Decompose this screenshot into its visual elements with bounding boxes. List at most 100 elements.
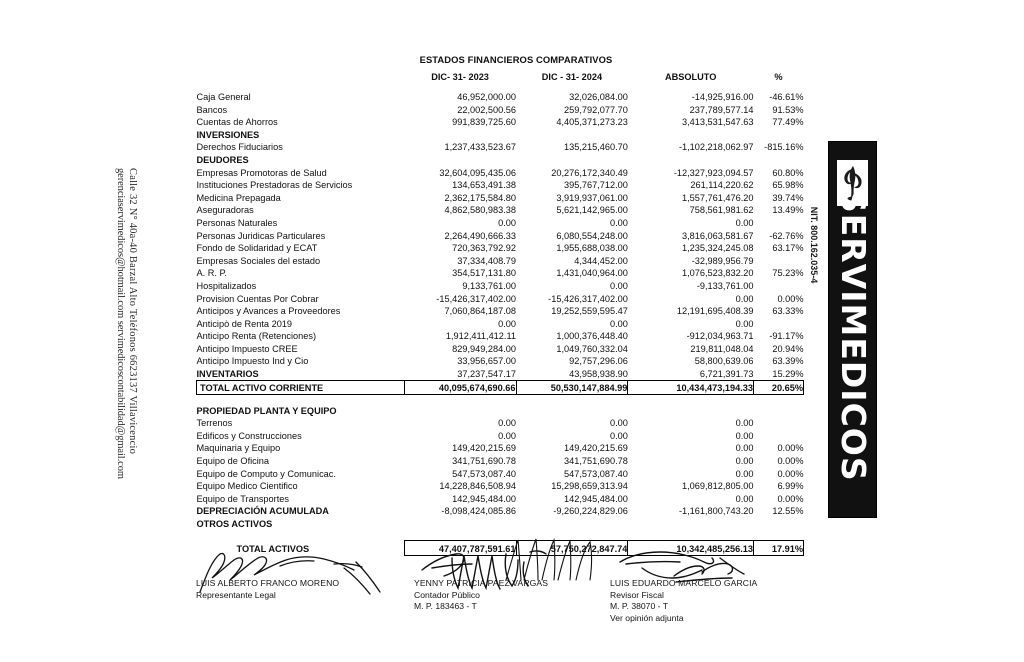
table-row: Anticipò de Renta 2019 0.00 0.00 0.00 <box>197 318 804 331</box>
total-corriente-absolute: 10,434,473,194.33 <box>627 380 755 396</box>
row-year1: 142,945,484.00 <box>452 493 516 504</box>
row-absolute: 0.00 <box>735 456 754 467</box>
table-row: Caja General 46,952,000.00 32,026,084.00 -1… <box>197 91 804 104</box>
row-absolute <box>628 129 754 142</box>
row-absolute: 6,721,391.73 <box>699 368 754 379</box>
row-absolute: 237,789,577.14 <box>689 104 754 115</box>
row-year2: 15,298,659,313.94 <box>551 481 628 492</box>
row-percent: 0.00% <box>777 443 804 454</box>
row-year1: 33,956,657.00 <box>457 356 516 367</box>
table-row: Maquinaria y Equipo 149,420,215.69 149,420… <box>197 442 804 455</box>
column-header-row: DIC- 31- 2023 DIC - 31- 2024 ABSOLUTO % <box>197 66 804 84</box>
row-label: Anticipo Renta (Retenciones) <box>196 331 317 342</box>
row-year2: 1,049,760,332.04 <box>556 343 628 354</box>
row-label: Aseguradoras <box>196 205 254 216</box>
total-corriente-label: TOTAL ACTIVO CORRIENTE <box>196 380 405 396</box>
row-year1: 22,002,500.56 <box>457 104 516 115</box>
row-label: Empresas Sociales del estado <box>196 255 321 266</box>
statement-title-row: ESTADOS FINANCIEROS COMPARATIVOS <box>197 52 804 66</box>
row-percent: 0.00% <box>777 293 804 304</box>
row-label: Equipo Medico Cientifico <box>196 481 298 492</box>
row-year2: 135,215,460.70 <box>564 142 628 153</box>
table-row: INVENTARIOS 37,237,547.17 43,958,938.90 6,7… <box>197 368 804 381</box>
row-year1 <box>404 129 516 142</box>
row-label: Fondo de Solidaridad y ECAT <box>196 243 318 254</box>
row-percent: -815.16% <box>764 142 804 153</box>
row-absolute: 12,191,695,408.39 <box>676 306 754 317</box>
ppe-section-header-row: PROPIEDAD PLANTA Y EQUIPO <box>197 405 804 418</box>
table-row: Equipo de Computo y Comunicac. 547,573,08… <box>197 468 804 481</box>
row-year1: 341,751,690.78 <box>452 456 516 467</box>
row-year2 <box>516 518 628 531</box>
row-percent: 0.00% <box>777 493 804 504</box>
row-label: Terrenos <box>196 418 233 429</box>
spacer <box>197 395 804 405</box>
row-label: Equipo de Transportes <box>196 493 289 504</box>
row-label: A. R. P. <box>196 268 227 279</box>
signature-role-2: Contador Público <box>414 589 480 600</box>
row-year1: 547,573,087.40 <box>452 468 516 479</box>
total-activos-row: TOTAL ACTIVOS 47,407,787,591.61 57,750,2… <box>197 540 804 557</box>
row-year2: -9,260,224,829.06 <box>553 506 628 517</box>
caduceus-logo-icon <box>837 160 868 206</box>
spacer <box>197 84 804 91</box>
table-row: Fondo de Solidaridad y ECAT 720,363,792.9… <box>197 242 804 255</box>
row-absolute: -32,989,956.79 <box>691 255 754 266</box>
row-year1: 7,060,864,187.08 <box>444 306 516 317</box>
table-row: Hospitalizados 9,133,761.00 0.00 -9,133,761… <box>197 280 804 293</box>
row-year2: 547,573,087.40 <box>564 468 628 479</box>
row-percent: 91.53% <box>772 104 804 115</box>
row-absolute: -14,925,916.00 <box>691 92 754 102</box>
row-year1: 0.00 <box>498 217 516 228</box>
signature-mp-2: M. P. 183463 - T <box>414 601 477 611</box>
row-percent: 12.55% <box>772 506 804 517</box>
row-absolute: 0.00 <box>735 493 754 504</box>
row-label: INVENTARIOS <box>196 368 259 379</box>
row-percent: -46.61% <box>769 92 804 102</box>
company-nit: NIT. 800.162.035-4 <box>809 206 819 284</box>
row-percent: 63.17% <box>772 243 804 254</box>
row-year1: 991,839,725.60 <box>452 117 516 128</box>
total-corriente-year2: 50,530,147,884.99 <box>515 380 629 396</box>
column-header-percent: % <box>774 72 783 83</box>
row-absolute: 0.00 <box>735 430 754 441</box>
row-year2: 92,757,296.06 <box>569 356 628 367</box>
row-absolute: 758,561,981.62 <box>689 205 754 216</box>
table-row: Instituciones Prestadoras de Servicios 13… <box>197 179 804 192</box>
signature-role-1: Representante Legal <box>196 589 276 600</box>
row-absolute: 0.00 <box>735 318 754 329</box>
row-year1: -15,426,317,402.00 <box>436 293 516 304</box>
spacer <box>197 531 804 541</box>
signature-column-representante: LUIS ALBERTO FRANCO MORENO Representante… <box>196 552 414 624</box>
row-percent <box>754 280 804 293</box>
row-percent: 63.39% <box>772 356 804 367</box>
row-year1: 354,517,131.80 <box>452 268 516 279</box>
row-percent: -91.17% <box>769 331 804 342</box>
row-percent: 6.99% <box>777 481 804 492</box>
row-absolute: -1,161,800,743.20 <box>678 506 754 517</box>
row-absolute <box>628 154 754 167</box>
row-label: Personas Juridicas Particulares <box>196 230 326 241</box>
table-row: Equipo de Transportes 142,945,484.00 142,9… <box>197 493 804 506</box>
row-absolute: 219,811,048.04 <box>690 343 754 354</box>
row-label: Hospitalizados <box>196 280 257 291</box>
row-percent: -62.76% <box>769 230 804 241</box>
signature-role-3: Revisor Fiscal <box>610 589 664 600</box>
total-activos-absolute: 10,342,485,256.13 <box>627 540 755 557</box>
row-year2: 43,958,938.90 <box>569 368 628 379</box>
row-label: Anticipo Impuesto Ind y Cio <box>196 356 309 367</box>
row-year2: 259,792,077.70 <box>564 104 628 115</box>
row-year2 <box>516 129 628 142</box>
table-row: Personas Naturales 0.00 0.00 0.00 <box>197 217 804 230</box>
row-year1 <box>404 154 516 167</box>
column-header-year1: DIC- 31- 2023 <box>431 72 489 83</box>
row-absolute: 0.00 <box>735 293 754 304</box>
row-percent <box>754 255 804 268</box>
financial-statement-table: ESTADOS FINANCIEROS COMPARATIVOS DIC- 31… <box>196 52 804 557</box>
row-absolute <box>628 518 754 531</box>
row-label: Empresas Promotoras de Salud <box>196 167 327 178</box>
total-activos-year1: 47,407,787,591.61 <box>403 540 517 557</box>
row-label: Anticipò de Renta 2019 <box>196 318 293 329</box>
row-year1: 2,264,490,666.33 <box>444 230 516 241</box>
signature-name-1: LUIS ALBERTO FRANCO MORENO <box>196 578 340 588</box>
